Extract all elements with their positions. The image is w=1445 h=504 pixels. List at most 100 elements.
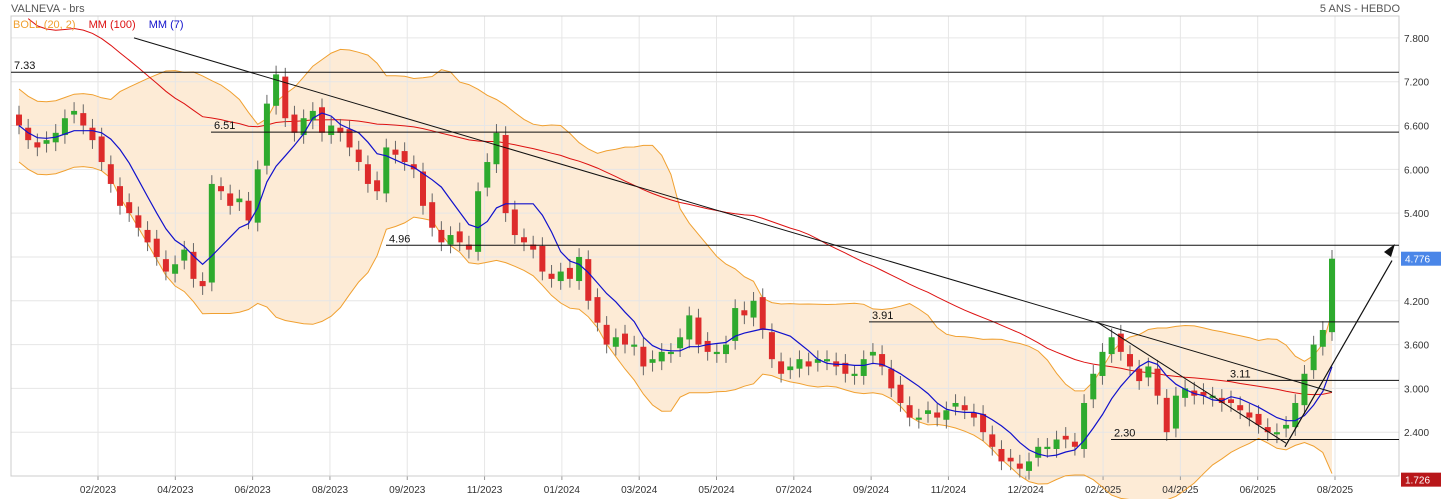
candle-body	[1273, 432, 1280, 435]
candle	[732, 299, 739, 350]
candle	[429, 193, 436, 237]
candle-body	[392, 149, 399, 155]
x-tick-label: 08/2025	[1317, 485, 1354, 496]
low-price-tag	[1401, 472, 1441, 487]
candle	[1154, 359, 1161, 405]
candle-body	[1209, 395, 1216, 398]
candle	[1163, 389, 1170, 441]
candle	[71, 102, 78, 124]
candle-body	[778, 361, 785, 374]
candle	[89, 118, 96, 149]
candle	[640, 338, 647, 376]
trendline-up	[1284, 260, 1393, 448]
candle	[98, 127, 105, 171]
candle-body	[897, 384, 904, 403]
candle-body	[1007, 457, 1014, 462]
x-tick-label: 05/2024	[698, 485, 735, 496]
candle-body	[741, 310, 748, 316]
candle-body	[869, 351, 876, 356]
candle	[465, 235, 472, 259]
level-label: 4.96	[389, 233, 410, 245]
candle-body	[759, 297, 766, 330]
candle-body	[1127, 354, 1133, 367]
candle	[1145, 357, 1152, 387]
candle	[603, 316, 610, 354]
candle	[530, 235, 537, 259]
candle	[300, 109, 307, 144]
candle	[695, 308, 702, 354]
candle-body	[107, 164, 114, 184]
candle-body	[61, 118, 68, 136]
candle-body	[319, 107, 325, 133]
candle	[750, 292, 757, 327]
candle-body	[915, 417, 922, 420]
candle	[254, 160, 261, 232]
x-tick-label: 06/2025	[1240, 485, 1277, 496]
candle	[1246, 403, 1253, 427]
candle-body	[695, 317, 702, 345]
y-tick-label: 7.800	[1404, 34, 1429, 45]
legend-mm100: MM (100)	[88, 19, 136, 31]
candle	[677, 328, 684, 357]
y-tick-label: 6.600	[1404, 122, 1429, 133]
trendline-short	[1097, 322, 1287, 444]
candle	[383, 138, 390, 203]
candle	[566, 259, 573, 288]
candle-body	[677, 337, 684, 349]
candle-body	[851, 373, 858, 376]
candle	[925, 401, 931, 423]
candle	[622, 324, 628, 354]
candle-body	[1163, 397, 1170, 433]
candle	[319, 98, 325, 142]
candle	[704, 332, 711, 361]
candle-body	[860, 359, 867, 376]
candle	[218, 177, 224, 200]
candle	[309, 102, 316, 130]
level-label: 7.33	[14, 60, 35, 72]
candle-body	[34, 142, 41, 148]
candle-body	[888, 368, 895, 389]
candle-body	[943, 410, 950, 420]
candle	[43, 131, 50, 153]
candle	[970, 403, 977, 427]
candle	[16, 105, 22, 135]
candle	[144, 221, 151, 252]
candle-body	[1172, 395, 1179, 429]
candle	[1200, 383, 1207, 405]
candle	[227, 184, 234, 215]
candle-body	[686, 315, 693, 340]
low-price-label: 1.726	[1405, 476, 1430, 487]
candle-body	[337, 127, 344, 133]
candle-body	[1062, 435, 1069, 440]
candle	[420, 162, 426, 215]
candle	[796, 350, 803, 378]
plot-frame	[10, 15, 1400, 477]
candle	[879, 345, 886, 376]
candle-body	[493, 132, 500, 165]
ma100-line	[27, 18, 1333, 396]
candle	[1283, 416, 1290, 438]
candle	[502, 126, 509, 222]
candle-body	[300, 118, 307, 136]
candle-body	[245, 200, 252, 221]
candle	[585, 250, 592, 310]
candle	[915, 408, 922, 429]
legend: BOLL (20, 2) MM (100) MM (7)	[13, 19, 194, 31]
candle-body	[1136, 368, 1143, 382]
candle-body	[364, 164, 371, 184]
x-tick-label: 09/2024	[853, 485, 890, 496]
candle-body	[1255, 413, 1262, 425]
candle-body	[934, 412, 941, 418]
candle	[723, 335, 729, 363]
ma7-line	[18, 112, 1333, 457]
candle	[190, 243, 197, 288]
candle	[456, 222, 463, 252]
candle-body	[667, 351, 674, 355]
candle-body	[98, 136, 105, 163]
candle-body	[1264, 427, 1271, 433]
candle-body	[1319, 329, 1326, 347]
candle	[1081, 394, 1088, 458]
candle-body	[658, 351, 665, 362]
candle-body	[1283, 424, 1290, 429]
